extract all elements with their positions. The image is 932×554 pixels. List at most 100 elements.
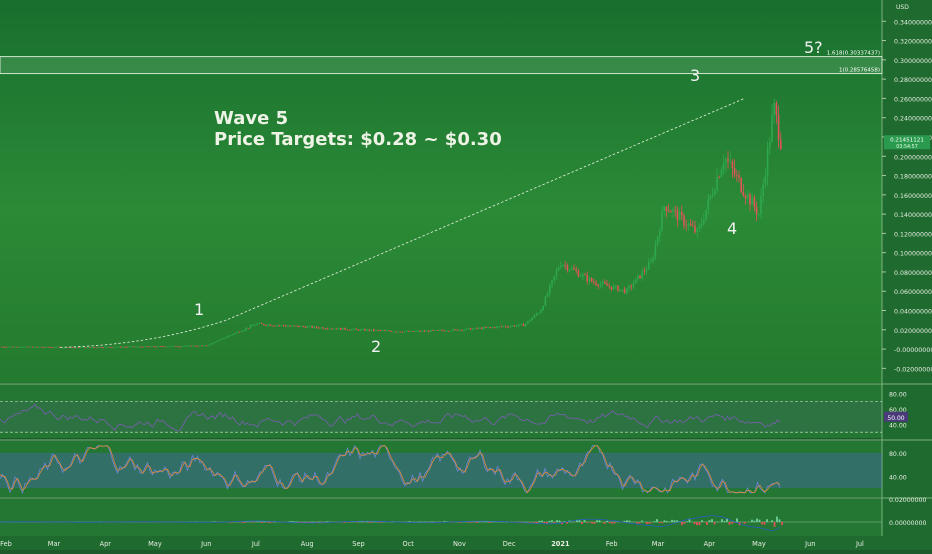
candle-body [96,347,98,348]
candle-body [668,211,670,212]
macd-histogram-bar [624,521,626,522]
macd-histogram-bar [489,522,491,523]
candle-body [575,270,577,271]
candle-body [589,278,591,281]
candle-body [666,207,668,211]
candle-body [457,330,459,331]
price-tick-label: -0.02000000 [894,366,932,373]
candle-body [437,330,439,331]
candle-body [39,347,41,348]
candle-body [175,346,177,347]
macd-histogram-bar [566,522,568,524]
candle-body [355,329,357,330]
candle-body [344,328,346,330]
candle-body [507,327,509,328]
price-tick-label: 0.34000000 [894,19,932,26]
candle-body [179,346,181,347]
candle-body [256,324,258,325]
candle-body [569,270,571,271]
candle-body [228,336,230,337]
time-tick-label: Nov [453,540,466,548]
candle-body [615,286,617,287]
candle-body [195,346,197,347]
macd-histogram-bar [754,521,756,522]
macd-histogram-bar [779,519,781,522]
time-tick-label: Mar [652,540,665,548]
candle-body [327,329,329,330]
candle-body [380,330,382,331]
candle-body [474,328,476,329]
candle-body [135,347,137,348]
candle-body [553,276,555,280]
time-tick-label: Apr [100,540,112,548]
macd-histogram-bar [606,521,608,522]
candle-body [219,339,221,340]
candle-body [362,329,364,330]
candle-body [659,231,661,237]
candle-body [325,329,327,330]
candle-body [336,329,338,330]
rsi-tick-label: 40.00 [889,422,907,429]
stoch-tick-label: 40.00 [889,474,907,481]
time-tick-label: Dec [503,540,516,548]
candle-body [98,347,100,348]
candle-body [723,163,725,169]
wave-label-4: 4 [727,219,737,238]
candle-body [331,329,333,330]
macd-histogram-bar [626,520,628,522]
time-tick-label: May [752,540,766,548]
candle-body [718,177,720,178]
candle-body [470,328,472,329]
candle-body [619,289,621,291]
candle-body [25,347,27,348]
candle-body [778,115,780,140]
candle-body [72,347,74,348]
candle-body [558,268,560,271]
candle-body [285,326,287,327]
candle-body [274,326,276,327]
candle-body [204,345,206,346]
candle-body [349,330,351,331]
candle-body [45,347,47,348]
candle-body [318,328,320,329]
candle-body [388,330,390,331]
price-tick-label: 0.12000000 [894,231,932,238]
candle-body [773,103,775,116]
candle-body [197,346,199,347]
price-tick-label: 0.04000000 [894,309,932,316]
candle-body [56,347,58,348]
candle-body [206,345,208,346]
candle-body [578,271,580,276]
macd-histogram-bar [296,521,298,522]
candle-body [765,176,767,184]
candle-body [461,330,463,331]
candle-body [58,347,60,348]
candle-body [490,327,492,328]
candle-body [518,324,520,325]
macd-histogram-bar [556,520,558,522]
macd-histogram-bar [664,520,666,522]
candle-body [692,225,694,226]
candle-body [479,328,481,329]
wave-label-5: 5? [804,38,823,57]
candle-body [116,347,118,348]
current-price-time: 03:54:57 [896,144,918,150]
macd-histogram-bar [696,522,698,525]
candle-body [78,347,80,348]
candle-body [351,329,353,330]
candle-body [212,343,214,344]
candle-body [729,161,731,162]
candle-body [622,289,624,290]
macd-histogram-bar [289,521,291,522]
candle-body [278,325,280,326]
candle-body [408,331,410,332]
candle-body [760,196,762,214]
candle-body [296,326,298,327]
candle-body [85,347,87,348]
candle-body [613,286,615,289]
candle-body [690,224,692,226]
macd-histogram-bar [771,520,773,522]
candle-body [646,270,648,272]
candle-body [393,332,395,333]
